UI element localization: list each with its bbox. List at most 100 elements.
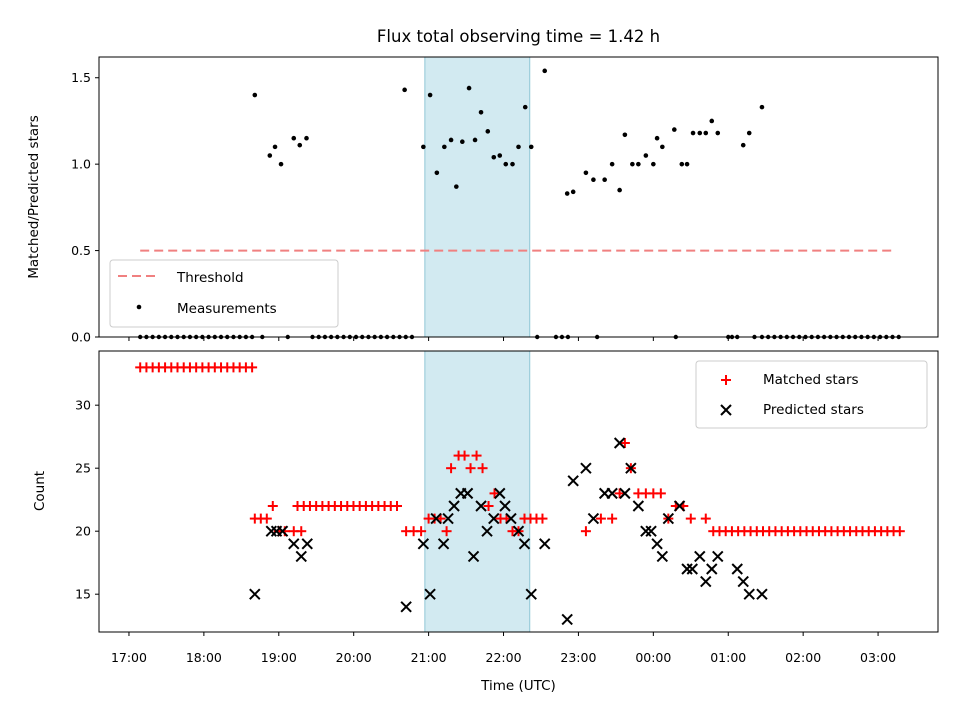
measurement-point (740, 142, 746, 148)
top-panel: 0.0 0.5 1.0 1.5 Flux total observing time =… (26, 27, 939, 345)
x-tick-label: 19:00 (261, 650, 297, 665)
x-tick-label: 20:00 (336, 650, 372, 665)
predicted-marker (632, 500, 645, 512)
measurement-point (278, 161, 284, 167)
predicted-points (249, 437, 768, 626)
measurement-point (654, 135, 660, 141)
chart-title: Flux total observing time = 1.42 h (377, 27, 660, 46)
predicted-marker (295, 550, 307, 563)
predicted-marker (756, 588, 768, 600)
predicted-marker (417, 538, 430, 550)
measurement-points (252, 68, 765, 196)
measurement-point (267, 153, 273, 158)
predicted-marker (276, 525, 289, 537)
top-legend: Threshold Measurements (109, 259, 339, 328)
measurement-point (427, 92, 433, 98)
predicted-marker (567, 475, 579, 487)
predicted-marker (539, 538, 551, 550)
predicted-marker (625, 462, 637, 474)
bottom-shaded-interval (424, 350, 531, 633)
predicted-marker (662, 512, 675, 525)
measurement-point (617, 187, 622, 193)
predicted-marker (619, 487, 631, 500)
measurement-point (291, 135, 297, 141)
measurement-point (466, 85, 472, 91)
predicted-marker (580, 462, 592, 474)
predicted-marker (640, 525, 652, 537)
top-x-ticks (128, 337, 879, 341)
matched-mid-run (292, 500, 402, 511)
predicted-marker (437, 538, 450, 550)
predicted-marker (743, 588, 755, 600)
measurement-point (478, 110, 484, 115)
measurement-point (630, 161, 635, 167)
measurement-point (434, 170, 440, 176)
top-y-ticks: 0.0 0.5 1.0 1.5 (71, 70, 99, 345)
measurement-point (421, 144, 426, 150)
measurement-point (759, 104, 765, 110)
bottom-panel: 15 20 25 30 17:00 18:00 19:00 20:00 21:00 22:00 2… (32, 350, 939, 694)
x-tick-label: 18:00 (186, 650, 222, 665)
predicted-marker (561, 613, 573, 626)
predicted-marker (505, 512, 517, 525)
bottom-axes-frame (98, 350, 939, 633)
predicted-marker (494, 487, 506, 500)
measurement-point (522, 104, 528, 110)
measurement-point (542, 68, 548, 74)
measurement-point (679, 161, 685, 167)
measurement-point (609, 161, 615, 167)
legend-matched-label: Matched stars (763, 372, 859, 388)
predicted-marker (424, 588, 436, 600)
bottom-y-tick-label: 25 (75, 461, 91, 476)
measurement-point (715, 130, 721, 136)
x-tick-label: 23:00 (560, 650, 596, 665)
bottom-y-tick-label: 20 (75, 524, 91, 539)
predicted-marker (694, 550, 706, 563)
top-legend-box (109, 259, 339, 328)
measurement-point (591, 177, 596, 183)
measurement-point (636, 161, 641, 167)
measurement-point (252, 92, 258, 98)
predicted-marker (467, 550, 480, 563)
predicted-marker (288, 538, 300, 550)
measurement-point (497, 153, 503, 158)
measurement-point (503, 161, 509, 167)
measurement-point (402, 87, 407, 93)
measurement-point (510, 161, 515, 167)
x-axis-label: Time (UTC) (480, 678, 556, 694)
bottom-y-ticks: 15 20 25 30 (75, 398, 99, 602)
bottom-y-axis-label: Count (32, 471, 48, 511)
x-tick-label: 03:00 (860, 650, 896, 665)
predicted-marker (681, 563, 693, 575)
measurement-point (672, 127, 677, 132)
legend-predicted-label: Predicted stars (763, 402, 864, 418)
predicted-marker (673, 500, 686, 512)
predicted-marker (249, 588, 261, 600)
x-tick-label: 01:00 (710, 650, 746, 665)
predicted-marker (700, 575, 712, 588)
x-tick-label: 02:00 (785, 650, 821, 665)
predicted-marker (448, 500, 460, 512)
top-y-tick-label: 0.5 (71, 243, 91, 258)
bottom-legend: Matched stars Predicted stars (695, 360, 928, 429)
predicted-marker (430, 512, 442, 525)
measurement-point (643, 153, 649, 158)
predicted-marker (518, 538, 531, 550)
x-tick-label: 22:00 (486, 650, 522, 665)
predicted-marker (720, 404, 732, 416)
bottom-y-tick-label: 30 (75, 398, 91, 413)
top-y-tick-label: 1.0 (71, 157, 91, 172)
measurement-point (528, 144, 534, 150)
predicted-marker (499, 500, 511, 512)
measurement-point (442, 144, 447, 150)
top-y-tick-label: 1.5 (71, 70, 91, 85)
predicted-marker (656, 550, 669, 563)
measurement-point (297, 142, 303, 148)
predicted-marker (686, 563, 698, 575)
legend-measurement-swatch (136, 304, 142, 310)
measurement-point (491, 154, 497, 160)
predicted-marker (488, 512, 500, 525)
predicted-marker (712, 550, 724, 563)
predicted-marker (400, 601, 412, 613)
measurement-point (697, 130, 703, 136)
